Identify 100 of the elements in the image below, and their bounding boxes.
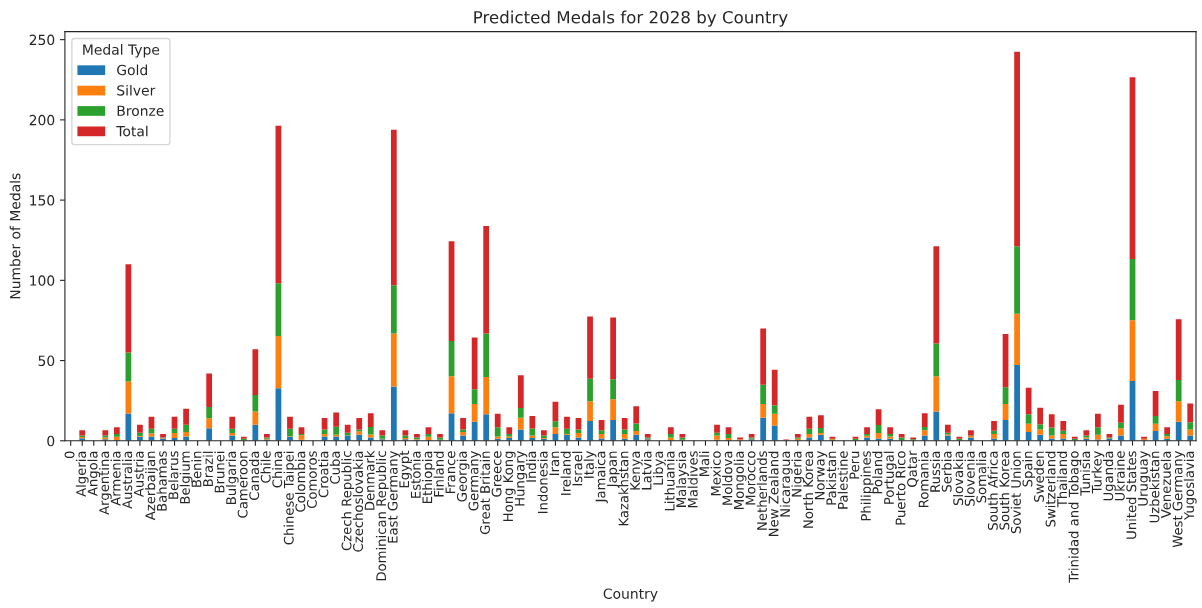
x-tick-label: Brazil — [202, 451, 214, 487]
x-tick-label: Mongolia — [733, 451, 747, 509]
y-tick-label: 0 — [47, 435, 55, 447]
x-tick-label: Greece — [491, 451, 502, 497]
x-tick-label: Palestine — [837, 451, 848, 509]
y-axis-title: Number of Medals — [9, 173, 21, 299]
x-tick-label: Austria — [133, 451, 144, 498]
legend-label: Gold — [117, 64, 147, 76]
x-tick-label: Libya — [652, 451, 666, 485]
x-tick-label: Uganda — [1103, 451, 1116, 501]
x-tick-label: Estonia — [410, 451, 421, 498]
x-tick-label: Soviet Union — [1010, 451, 1021, 534]
x-tick-label: Indonesia — [537, 451, 548, 514]
x-tick-label: Belarus — [168, 451, 179, 499]
x-tick-label: Egypt — [399, 450, 412, 488]
x-tick-label: Azerbaijan — [145, 451, 158, 521]
x-tick-label: Sweden — [1033, 451, 1045, 502]
x-tick-label: Ukraine — [1114, 451, 1125, 501]
x-tick-label: Mali — [699, 451, 710, 477]
x-tick-label: Hungary — [514, 450, 528, 506]
x-tick-label: Angola — [87, 451, 101, 497]
x-tick-label: Slovakia — [953, 451, 964, 506]
y-tick-label: 200 — [29, 114, 55, 126]
x-tick-label: Puerto Rico — [895, 451, 906, 525]
x-tick-label: Yugoslavia — [1183, 451, 1197, 521]
y-tick-label: 250 — [29, 34, 55, 46]
y-tick-label: 150 — [30, 195, 55, 206]
x-tick-label: Malaysia — [676, 451, 689, 507]
x-tick-label: Denmark — [364, 450, 375, 510]
x-tick-label: Venezuela — [1160, 451, 1171, 519]
chart-title: Predicted Medals for 2028 by Country — [474, 10, 788, 27]
x-tick-label: Peru — [849, 451, 860, 479]
x-tick-label: Japan — [607, 451, 620, 489]
x-tick-label: Finland — [433, 451, 444, 497]
x-tick-label: Poland — [872, 451, 883, 494]
x-tick-label: South Africa — [987, 451, 998, 530]
x-tick-label: Canada — [248, 451, 260, 500]
x-tick-label: Benin — [191, 451, 202, 487]
x-tick-label: Great Britain — [479, 451, 491, 535]
y-tick-label: 100 — [30, 275, 55, 286]
x-tick-label: Germany — [468, 450, 482, 511]
x-tick-label: Serbia — [941, 451, 952, 492]
x-tick-label: India — [525, 451, 537, 482]
x-tick-label: Slovenia — [964, 451, 975, 506]
x-axis-title: Country — [603, 588, 658, 602]
x-tick-label: Turkey — [1091, 450, 1105, 494]
x-tick-label: Philippines — [860, 451, 874, 521]
x-tick-label: Maldives — [687, 451, 698, 508]
x-tick-label: Ethiopia — [422, 451, 435, 503]
x-tick-label: Pakistan — [826, 451, 837, 505]
x-tick-label: Latvia — [641, 451, 652, 490]
x-tick-label: Italy — [583, 450, 597, 478]
x-tick-label: Qatar — [907, 450, 919, 487]
x-tick-label: Cameroon — [237, 451, 248, 518]
x-tick-label: Mexico — [710, 451, 721, 496]
legend-label: Silver — [117, 84, 156, 96]
x-tick-label: Georgia — [456, 451, 470, 502]
x-tick-label: North Korea — [802, 451, 814, 528]
x-tick-label: Nigeria — [791, 451, 805, 497]
x-tick-label: Netherlands — [756, 451, 768, 530]
x-tick-label: Colombia — [295, 451, 306, 512]
x-tick-label: Kazakhstan — [618, 451, 629, 526]
x-tick-label: Iran — [549, 451, 560, 475]
x-tick-label: China — [272, 451, 283, 488]
x-tick-label: Czechoslovakia — [352, 451, 364, 552]
x-tick-label: Armenia — [110, 451, 121, 506]
x-tick-label: Nicaragua — [779, 451, 793, 517]
x-tick-label: Australia — [122, 451, 133, 509]
x-tick-label: Argentina — [98, 451, 112, 515]
x-tick-label: Brunei — [214, 451, 225, 493]
x-tick-label: Russia — [929, 451, 941, 492]
legend-label: Total — [116, 125, 148, 137]
x-tick-label: Uzbekistan — [1149, 451, 1160, 523]
x-tick-label: Lithuania — [664, 451, 675, 511]
x-tick-label: Thailand — [1056, 451, 1068, 508]
x-tick-label: New Zealand — [768, 451, 779, 536]
legend-title: Medal Type — [83, 44, 160, 58]
x-tick-label: 0 — [64, 451, 75, 459]
x-tick-label: Trinidad and Tobago — [1068, 451, 1082, 583]
x-tick-label: Israel — [572, 451, 583, 486]
x-tick-label: Algeria — [75, 451, 89, 497]
x-tick-label: Tunisia — [1079, 451, 1091, 496]
x-tick-label: Hong Kong — [503, 451, 516, 521]
x-tick-label: Dominican Republic — [375, 451, 389, 581]
x-tick-label: Croatia — [318, 451, 329, 498]
x-tick-label: Kenya — [630, 451, 643, 490]
legend-label: Bronze — [117, 105, 164, 117]
x-tick-label: South Korea — [999, 451, 1010, 530]
x-tick-label: France — [445, 451, 456, 494]
y-tick-label: 50 — [38, 355, 55, 367]
x-tick-label: Moldova — [722, 451, 733, 505]
x-tick-label: Somalia — [976, 451, 987, 503]
x-tick-label: Spain — [1022, 451, 1036, 487]
x-tick-label: Comoros — [306, 451, 317, 509]
x-tick-label: Morocco — [745, 451, 756, 505]
x-tick-label: Cuba — [329, 451, 340, 484]
x-tick-label: East Germany — [387, 450, 401, 543]
x-tick-label: Uruguay — [1138, 450, 1151, 506]
x-tick-label: Norway — [814, 450, 828, 500]
x-tick-label: Bahamas — [156, 451, 167, 511]
